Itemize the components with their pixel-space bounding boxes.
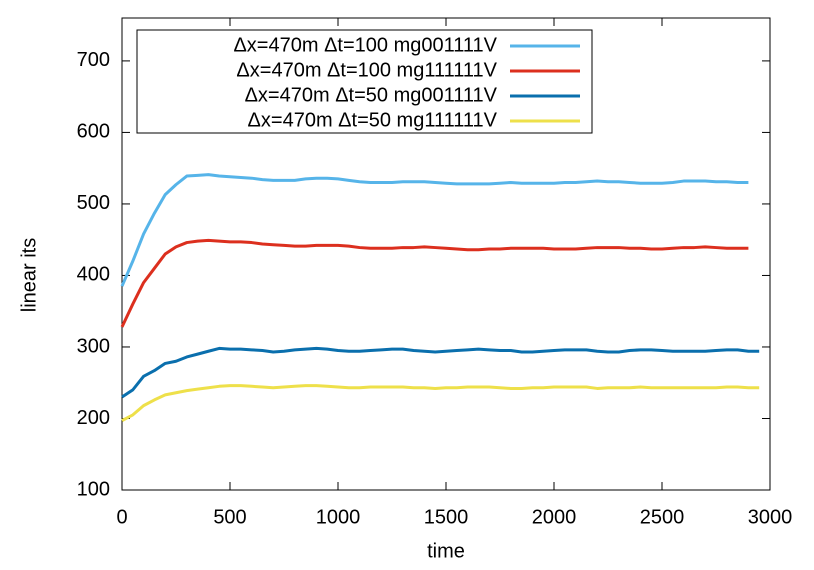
- y-axis-label: linear its: [18, 238, 40, 312]
- x-tick-label: 0: [116, 506, 127, 528]
- y-tick-label: 400: [77, 264, 110, 286]
- series-line: [121, 346, 760, 399]
- y-tick-label: 100: [77, 478, 110, 500]
- y-tick-label: 700: [77, 49, 110, 71]
- y-tick-label: 200: [77, 407, 110, 429]
- y-tick-label: 600: [77, 121, 110, 143]
- x-tick-label: 2000: [532, 506, 577, 528]
- legend-label: Δx=470m Δt=50 mg001111V: [245, 84, 498, 106]
- x-axis-label: time: [427, 540, 465, 562]
- legend-label: Δx=470m Δt=100 mg001111V: [233, 34, 497, 56]
- series-line: [120, 173, 749, 287]
- x-tick-label: 500: [213, 506, 246, 528]
- x-tick-label: 2500: [640, 506, 685, 528]
- series-line: [121, 384, 760, 422]
- y-tick-label: 500: [77, 192, 110, 214]
- legend-label: Δx=470m Δt=100 mg111111V: [236, 59, 497, 81]
- series-line: [120, 238, 749, 328]
- x-tick-label: 1500: [424, 506, 469, 528]
- x-tick-label: 3000: [748, 506, 793, 528]
- legend-label: Δx=470m Δt=50 mg111111V: [248, 109, 498, 131]
- y-tick-label: 300: [77, 335, 110, 357]
- x-tick-label: 1000: [316, 506, 361, 528]
